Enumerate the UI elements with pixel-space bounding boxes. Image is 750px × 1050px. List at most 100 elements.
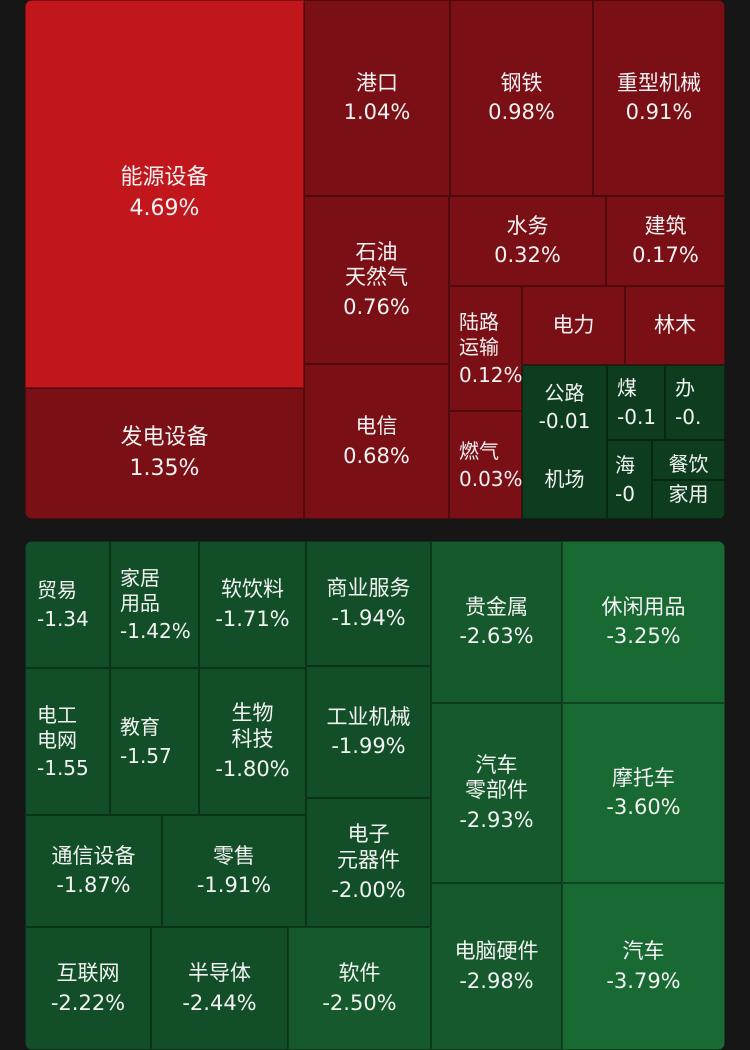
tile-change: -1.94%	[331, 605, 406, 630]
tile-change: -1.87%	[56, 873, 131, 898]
tile-change: -1.57	[120, 743, 172, 768]
treemap-tile-down-9[interactable]: 工业机械 -1.99%	[306, 666, 431, 798]
treemap-tile-down-17[interactable]: 软件 -2.50%	[288, 927, 431, 1050]
treemap-tile-up-7[interactable]: 建筑 0.17%	[606, 196, 725, 286]
treemap-tile-up-10[interactable]: 林木	[625, 286, 725, 365]
tile-label: 汽车	[622, 939, 665, 964]
tile-label: 贵金属	[465, 594, 528, 619]
tile-label: 陆路 运输	[459, 310, 499, 359]
gainers-group: 能源设备 4.69% 发电设备 1.35% 港口 1.04% 钢铁 0.98% 重型机械 0.91…	[25, 0, 725, 519]
tile-label: 电力	[552, 312, 595, 337]
tile-change: 0.32%	[494, 243, 561, 268]
treemap-tile-up-19[interactable]: 家用	[652, 480, 725, 519]
treemap-tile-up-18[interactable]: 餐饮	[652, 440, 725, 480]
tile-label: 林木	[654, 312, 696, 337]
treemap-tile-up-8[interactable]: 陆路 运输 0.12%	[449, 286, 522, 411]
treemap-tile-down-4[interactable]: 贵金属 -2.63%	[431, 541, 562, 703]
treemap-tile-down-8[interactable]: 生物 科技 -1.80%	[199, 668, 306, 815]
treemap-tile-down-19[interactable]: 汽车 -3.79%	[562, 883, 725, 1050]
treemap-tile-down-10[interactable]: 汽车 零部件 -2.93%	[431, 703, 562, 883]
tile-label: 通信设备	[51, 843, 136, 868]
tile-label: 办	[675, 376, 695, 401]
tile-change: 1.35%	[129, 455, 200, 481]
tile-label: 工业机械	[326, 704, 411, 729]
treemap-tile-up-0[interactable]: 能源设备 4.69%	[25, 0, 304, 388]
tile-change: -1.71%	[215, 606, 290, 631]
tile-label: 电信	[355, 414, 398, 439]
tile-change: 0.17%	[632, 243, 699, 268]
tile-label: 海	[615, 453, 635, 478]
tile-label: 零售	[213, 843, 255, 868]
tile-change: 0.03%	[459, 467, 522, 492]
tile-change: -1.80%	[215, 756, 290, 781]
treemap-tile-down-12[interactable]: 通信设备 -1.87%	[25, 815, 162, 927]
treemap-tile-down-11[interactable]: 摩托车 -3.60%	[562, 703, 725, 883]
tile-change: 1.04%	[343, 100, 411, 125]
tile-label: 软件	[338, 961, 381, 986]
treemap-tile-up-6[interactable]: 水务 0.32%	[449, 196, 606, 286]
tile-label: 汽车 零部件	[465, 752, 528, 803]
tile-label: 机场	[544, 467, 585, 492]
tile-label: 煤	[617, 376, 637, 401]
tile-change: -2.22%	[50, 990, 126, 1015]
tile-label: 教育	[120, 715, 160, 740]
tile-change: -1.42%	[120, 618, 191, 643]
tile-change: -1.91%	[196, 873, 272, 898]
treemap-tile-up-3[interactable]: 钢铁 0.98%	[450, 0, 593, 196]
tile-change: -3.79%	[606, 968, 681, 993]
treemap-tile-up-16[interactable]: 办 -0.	[665, 365, 725, 440]
treemap-tile-down-15[interactable]: 互联网 -2.22%	[25, 927, 151, 1050]
tile-label: 贸易	[37, 578, 77, 603]
tile-label: 燃气	[459, 438, 499, 463]
treemap-tile-up-5[interactable]: 石油 天然气 0.76%	[304, 196, 449, 364]
tile-label: 电工 电网	[37, 703, 77, 752]
tile-label: 家居 用品	[120, 566, 160, 615]
tile-change: -2.98%	[459, 968, 534, 993]
tile-label: 摩托车	[612, 765, 675, 790]
tile-change: -2.00%	[331, 877, 406, 902]
treemap-tile-up-1[interactable]: 发电设备 1.35%	[25, 388, 304, 519]
tile-change: -0.1	[617, 404, 657, 429]
treemap-tile-down-6[interactable]: 电工 电网 -1.55	[25, 668, 110, 815]
treemap-tile-up-11[interactable]: 电信 0.68%	[304, 364, 449, 519]
treemap-tile-down-13[interactable]: 零售 -1.91%	[162, 815, 306, 927]
treemap-tile-down-18[interactable]: 电脑硬件 -2.98%	[431, 883, 562, 1050]
treemap-tile-down-16[interactable]: 半导体 -2.44%	[151, 927, 288, 1050]
treemap-tile-up-9[interactable]: 电力	[522, 286, 625, 365]
tile-change: 4.69%	[129, 196, 200, 222]
treemap-tile-up-2[interactable]: 港口 1.04%	[304, 0, 450, 196]
tile-label: 水务	[506, 213, 549, 238]
treemap-tile-up-17[interactable]: 海 -0	[607, 440, 652, 519]
tile-label: 港口	[356, 70, 398, 95]
tile-label: 能源设备	[120, 165, 209, 191]
treemap-tile-down-1[interactable]: 家居 用品 -1.42%	[110, 541, 199, 668]
treemap-tile-up-4[interactable]: 重型机械 0.91%	[593, 0, 725, 196]
tile-change: -3.60%	[606, 795, 681, 820]
treemap-tile-down-14[interactable]: 电子 元器件 -2.00%	[306, 798, 431, 927]
treemap-tile-up-15[interactable]: 煤 -0.1	[607, 365, 665, 440]
treemap-tile-down-3[interactable]: 商业服务 -1.94%	[306, 541, 431, 666]
treemap-tile-down-5[interactable]: 休闲用品 -3.25%	[562, 541, 725, 703]
tile-label: 餐饮	[668, 451, 709, 476]
losers-group: 贸易 -1.34 家居 用品 -1.42% 软饮料 -1.71% 商业服务 -1.94% 贵金属 -…	[25, 541, 725, 1050]
tile-change: 0.68%	[343, 443, 410, 468]
tile-label: 石油 天然气	[345, 239, 408, 290]
treemap-tile-up-12[interactable]: 燃气 0.03%	[449, 411, 522, 519]
tile-label: 软饮料	[221, 577, 284, 602]
tile-label: 半导体	[188, 961, 251, 986]
treemap-tile-down-0[interactable]: 贸易 -1.34	[25, 541, 110, 668]
tile-change: -2.44%	[182, 990, 257, 1015]
treemap-tile-down-2[interactable]: 软饮料 -1.71%	[199, 541, 306, 668]
treemap-tile-down-7[interactable]: 教育 -1.57	[110, 668, 199, 815]
treemap-tile-up-14[interactable]: 机场	[522, 440, 607, 519]
tile-change: -1.34	[37, 606, 89, 631]
tile-label: 商业服务	[326, 576, 411, 601]
tile-change: -1.55	[37, 755, 89, 780]
tile-change: -3.25%	[606, 624, 681, 649]
treemap-tile-up-13[interactable]: 公路 -0.01	[522, 365, 607, 519]
tile-label: 重型机械	[617, 70, 701, 95]
tile-label: 钢铁	[500, 70, 543, 95]
tile-change: -1.99%	[331, 734, 406, 759]
tile-label: 公路	[544, 381, 585, 405]
